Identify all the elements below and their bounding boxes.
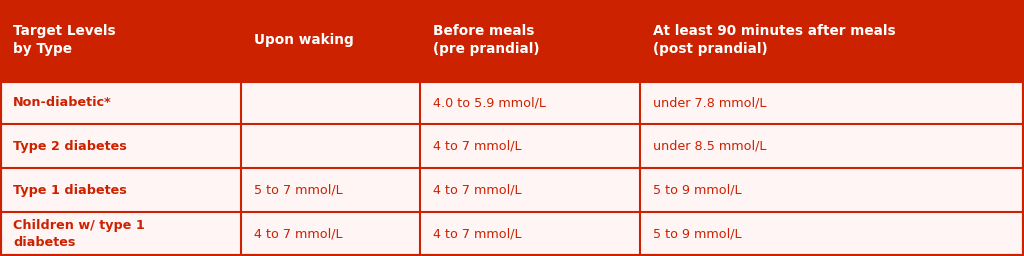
Bar [0, 168, 1024, 212]
Text: 4 to 7 mmol/L: 4 to 7 mmol/L [433, 184, 521, 197]
Text: Non-diabetic*: Non-diabetic* [13, 96, 112, 109]
Text: Before meals
(pre prandial): Before meals (pre prandial) [433, 24, 540, 56]
Text: 5 to 7 mmol/L: 5 to 7 mmol/L [254, 184, 343, 197]
Text: Children w/ type 1
diabetes: Children w/ type 1 diabetes [13, 219, 145, 249]
Text: under 7.8 mmol/L: under 7.8 mmol/L [653, 96, 767, 109]
Bar [0, 124, 1024, 168]
Text: Upon waking: Upon waking [254, 33, 353, 47]
Text: under 8.5 mmol/L: under 8.5 mmol/L [653, 140, 767, 153]
Text: 5 to 9 mmol/L: 5 to 9 mmol/L [653, 184, 741, 197]
Text: 4 to 7 mmol/L: 4 to 7 mmol/L [433, 228, 521, 241]
Text: Type 1 diabetes: Type 1 diabetes [13, 184, 127, 197]
Text: 4.0 to 5.9 mmol/L: 4.0 to 5.9 mmol/L [433, 96, 546, 109]
Text: 4 to 7 mmol/L: 4 to 7 mmol/L [433, 140, 521, 153]
Bar [0, 81, 1024, 124]
Bar [0, 0, 1024, 81]
Text: 5 to 9 mmol/L: 5 to 9 mmol/L [653, 228, 741, 241]
Text: 4 to 7 mmol/L: 4 to 7 mmol/L [254, 228, 342, 241]
Text: Type 2 diabetes: Type 2 diabetes [13, 140, 127, 153]
Text: Target Levels
by Type: Target Levels by Type [13, 24, 116, 56]
Bar [0, 212, 1024, 256]
Text: At least 90 minutes after meals
(post prandial): At least 90 minutes after meals (post pr… [653, 24, 896, 56]
